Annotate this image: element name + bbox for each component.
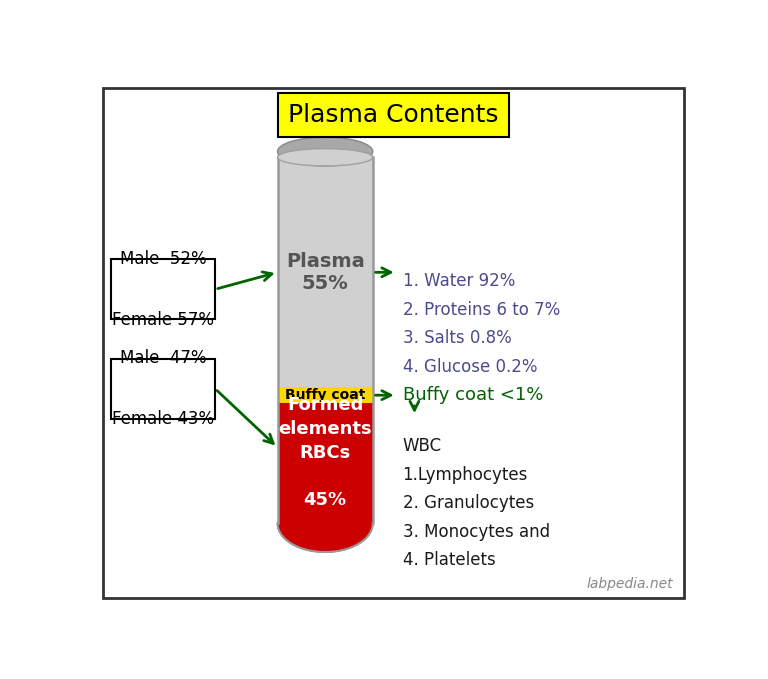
Text: Male  52%

Female 57%: Male 52% Female 57% [112,250,214,329]
Text: Buffy coat: Buffy coat [285,388,366,402]
Ellipse shape [277,149,372,166]
Text: Plasma Contents: Plasma Contents [288,103,499,128]
Text: WBC
1.Lymphocytes
2. Granulocytes
3. Monocytes and
4. Platelets: WBC 1.Lymphocytes 2. Granulocytes 3. Mon… [402,437,550,569]
Bar [111,259,215,319]
Text: Male  47%

Female 43%: Male 47% Female 43% [112,349,214,428]
Text: Plasma
55%: Plasma 55% [286,252,365,293]
Bar [277,403,372,524]
Bar [277,387,372,403]
Bar [111,359,215,419]
Text: 1. Water 92%
2. Proteins 6 to 7%
3. Salts 0.8%
4. Glucose 0.2%: 1. Water 92% 2. Proteins 6 to 7% 3. Salt… [402,272,560,375]
Text: Formed
elements
RBCs

45%: Formed elements RBCs 45% [278,397,372,509]
Text: Buffy coat <1%: Buffy coat <1% [402,386,543,404]
Bar [277,158,372,387]
Text: labpedia.net: labpedia.net [587,577,674,591]
Polygon shape [277,524,372,552]
Ellipse shape [277,137,372,166]
